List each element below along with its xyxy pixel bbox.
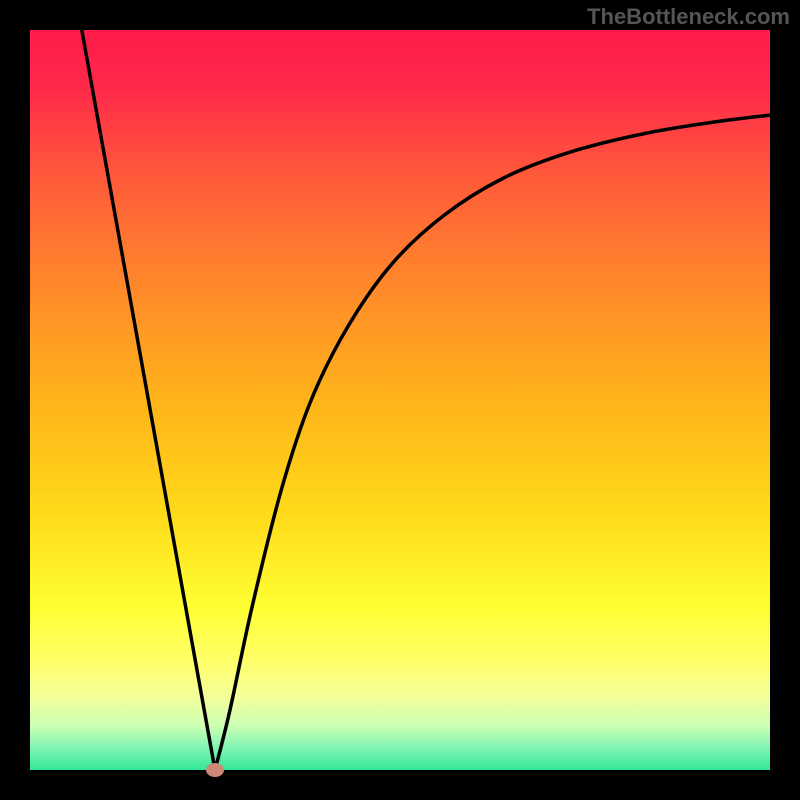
- bottleneck-chart: [0, 0, 800, 800]
- chart-container: TheBottleneck.com: [0, 0, 800, 800]
- watermark-text: TheBottleneck.com: [587, 4, 790, 30]
- min-point-marker: [206, 763, 224, 777]
- plot-background: [30, 30, 770, 770]
